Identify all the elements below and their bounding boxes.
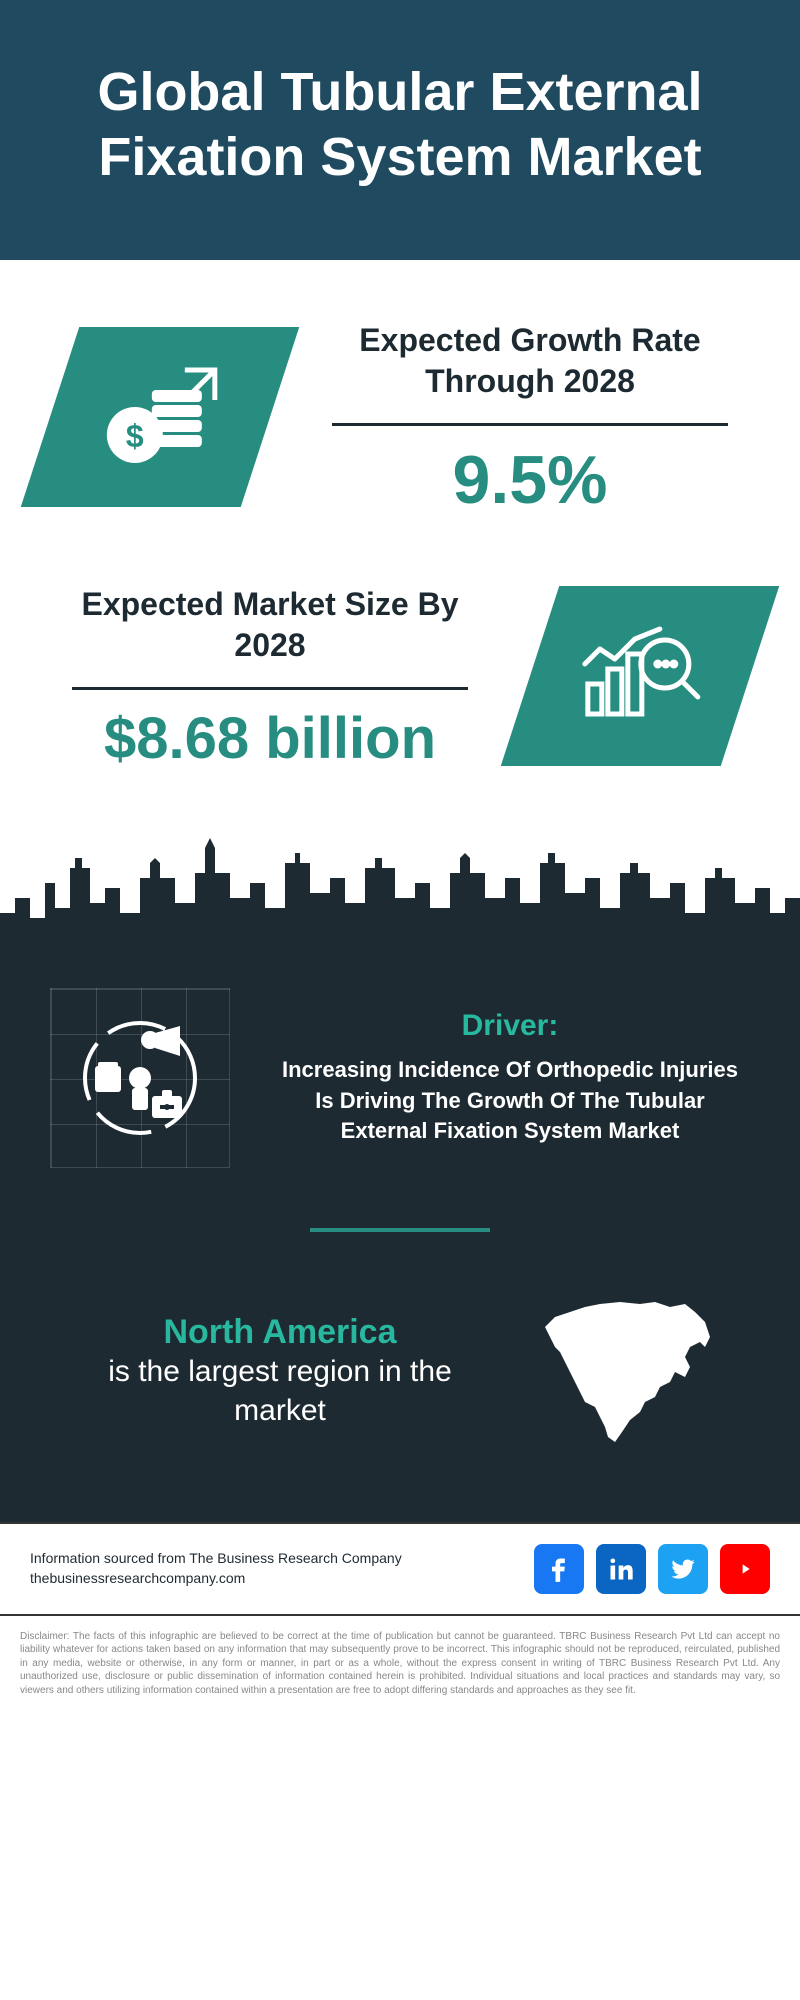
growth-rate-stat: Expected Growth Rate Through 2028 9.5% bbox=[310, 320, 750, 514]
teal-divider bbox=[310, 1228, 490, 1232]
north-america-map-icon bbox=[530, 1292, 730, 1452]
market-size-section: Expected Market Size By 2028 $8.68 billi… bbox=[0, 554, 800, 828]
disclaimer-text: Disclaimer: The facts of this infographi… bbox=[0, 1616, 800, 1728]
region-text-block: North America is the largest region in t… bbox=[70, 1313, 490, 1430]
youtube-icon[interactable] bbox=[720, 1544, 770, 1594]
map-box bbox=[530, 1292, 730, 1452]
footer-bar: Information sourced from The Business Re… bbox=[0, 1522, 800, 1616]
divider bbox=[72, 687, 468, 690]
marketing-icon bbox=[50, 988, 230, 1168]
growth-rate-label: Expected Growth Rate Through 2028 bbox=[310, 320, 750, 403]
region-name: North America bbox=[70, 1313, 490, 1352]
twitter-icon[interactable] bbox=[658, 1544, 708, 1594]
region-description: is the largest region in the market bbox=[70, 1352, 490, 1430]
page-title: Global Tubular External Fixation System … bbox=[40, 60, 760, 190]
region-row: North America is the largest region in t… bbox=[50, 1292, 750, 1482]
svg-text:$: $ bbox=[126, 417, 144, 453]
market-icon-box bbox=[501, 586, 779, 766]
skyline-silhouette bbox=[0, 828, 800, 938]
growth-rate-section: $ Expected Growth Rate Through 2028 9.5% bbox=[0, 260, 800, 554]
social-icons-row bbox=[534, 1544, 770, 1594]
source-text: Information sourced from The Business Re… bbox=[30, 1549, 402, 1588]
driver-icon-box bbox=[50, 988, 230, 1168]
source-line-2: thebusinessresearchcompany.com bbox=[30, 1569, 402, 1589]
facebook-icon[interactable] bbox=[534, 1544, 584, 1594]
market-size-label: Expected Market Size By 2028 bbox=[50, 584, 490, 667]
dark-info-section: Driver: Increasing Incidence Of Orthoped… bbox=[0, 938, 800, 1522]
growth-icon-box: $ bbox=[21, 327, 299, 507]
linkedin-icon[interactable] bbox=[596, 1544, 646, 1594]
driver-title: Driver: bbox=[270, 1009, 750, 1043]
source-line-1: Information sourced from The Business Re… bbox=[30, 1549, 402, 1569]
driver-description: Increasing Incidence Of Orthopedic Injur… bbox=[270, 1055, 750, 1147]
driver-row: Driver: Increasing Incidence Of Orthoped… bbox=[50, 988, 750, 1168]
divider bbox=[332, 423, 728, 426]
market-size-value: $8.68 billion bbox=[50, 710, 490, 768]
driver-text-block: Driver: Increasing Incidence Of Orthoped… bbox=[270, 1009, 750, 1147]
market-size-stat: Expected Market Size By 2028 $8.68 billi… bbox=[50, 584, 490, 768]
chart-magnify-icon bbox=[570, 613, 710, 733]
growth-rate-value: 9.5% bbox=[310, 446, 750, 514]
header-banner: Global Tubular External Fixation System … bbox=[0, 0, 800, 260]
money-growth-icon: $ bbox=[90, 354, 230, 474]
